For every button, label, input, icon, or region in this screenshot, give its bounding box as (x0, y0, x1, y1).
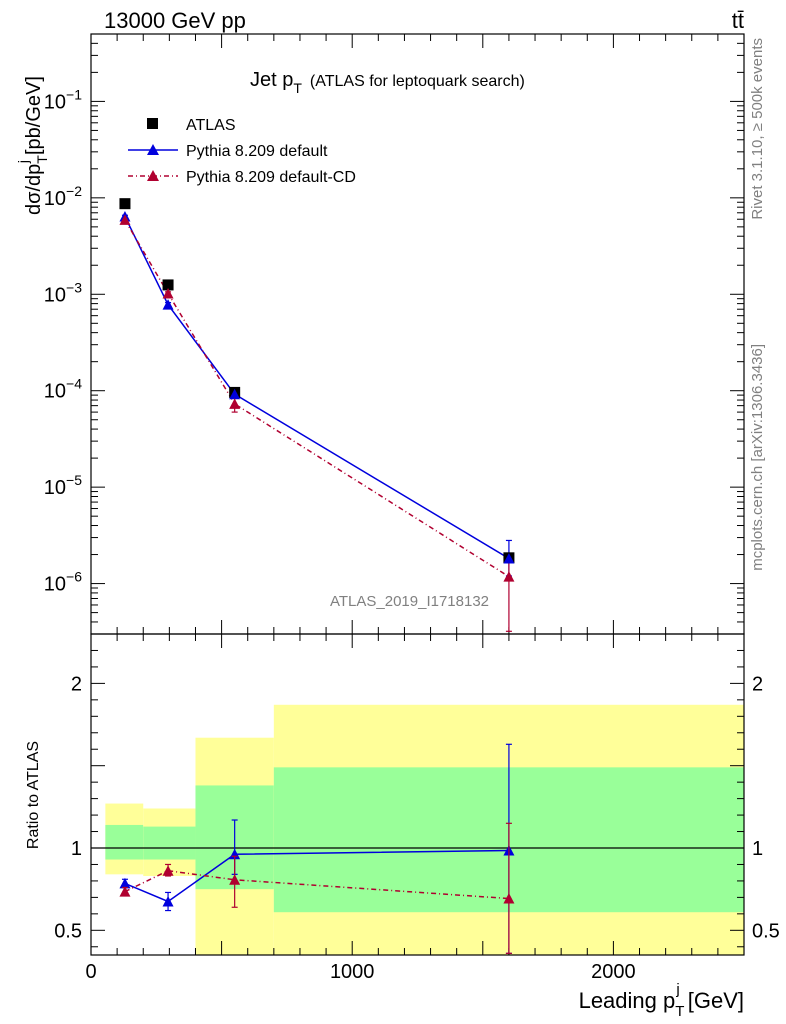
top-point-2-3 (503, 571, 515, 582)
top-ylabel-a: dσ/dp (23, 164, 45, 215)
top-series-line-1 (124, 216, 510, 560)
ratio-ytick-label-left-1: 1 (71, 838, 82, 860)
top-ytick-label-5: 10−1 (44, 86, 82, 113)
top-ylabel-sub: T (34, 155, 50, 164)
top-point-2-1 (162, 287, 174, 299)
top-point-1-3 (503, 552, 515, 564)
top-ylabel: dσ/dpTj [pb/GeV] (15, 76, 50, 215)
mcplots-label: mcplots.cern.ch [arXiv:1306.3436] (749, 344, 766, 571)
header-right: tt̄ (732, 8, 744, 33)
top-atlas-point-0 (119, 198, 131, 210)
ratio-panel: 0 1000 2000 0.5 0.5 1 1 2 2 (54, 633, 780, 983)
legend-default-marker (147, 144, 159, 155)
top-point-1-1 (162, 299, 174, 310)
ratio-ytick-label-right-2: 2 (752, 673, 763, 695)
analysis-watermark: ATLAS_2019_I1718132 (330, 593, 489, 610)
legend-atlas-label: ATLAS (186, 117, 236, 134)
header-left: 13000 GeV pp (104, 8, 246, 33)
xtick-label-1000: 1000 (330, 961, 375, 983)
ratio-point-1-1 (162, 896, 174, 907)
xlabel-b: [GeV] (688, 988, 744, 1013)
top-ylabel-sup: j (15, 160, 31, 164)
top-point-2-2 (229, 398, 241, 409)
rivet-label: Rivet 3.1.10, ≥ 500k events (749, 38, 766, 220)
xtick-label-0: 0 (85, 961, 96, 983)
top-point-1-2 (229, 388, 241, 400)
ratio-ytick-label-left-2: 2 (71, 673, 82, 695)
ratio-band-green-1 (143, 826, 196, 860)
legend: ATLAS Pythia 8.209 default Pythia 8.209 … (128, 117, 356, 186)
top-ytick-label-4: 10−2 (44, 183, 82, 210)
top-ytick-label-0: 10−6 (44, 569, 82, 596)
ratio-ytick-label-right-1: 1 (752, 838, 763, 860)
ratio-series-line-2 (124, 869, 509, 900)
plot-title-rest: (ATLAS for leptoquark search) (310, 73, 525, 90)
ratio-series-line-1 (124, 849, 509, 903)
top-series-line-2 (124, 219, 510, 578)
ratio-point-2-1 (162, 865, 174, 876)
ratio-frame (90, 633, 745, 956)
legend-atlas-marker (147, 118, 158, 129)
ratio-point-1-0 (119, 877, 131, 889)
top-point-2-0 (119, 214, 131, 225)
ratio-ytick-label-right-0.5: 0.5 (752, 920, 780, 942)
plot-title: Jet pT (ATLAS for leptoquark search) (250, 69, 525, 96)
ratio-ylabel: Ratio to ATLAS (25, 741, 42, 849)
plot-title-main: Jet p (250, 69, 293, 91)
ratio-point-2-3 (503, 893, 515, 904)
top-ytick-label-3: 10−3 (44, 279, 82, 306)
ratio-point-2-2 (229, 874, 241, 885)
xlabel-sub: T (675, 1003, 684, 1020)
top-atlas-point-1 (162, 279, 174, 291)
legend-default-label: Pythia 8.209 default (186, 143, 328, 160)
top-panel: 10−6 10−5 10−4 10−3 10−2 10−1 (44, 33, 745, 635)
top-ylabel-b: [pb/GeV] (23, 76, 45, 155)
ratio-ytick-label-left-0.5: 0.5 (54, 920, 82, 942)
plot-title-sub: T (293, 80, 302, 96)
ratio-band-green-0 (105, 824, 144, 860)
top-ytick-label-1: 10−5 (44, 472, 82, 499)
legend-cd-marker (147, 170, 159, 181)
xlabel: Leading pTj [GeV] (579, 981, 744, 1020)
ratio-point-2-0 (119, 886, 131, 897)
top-ytick-label-2: 10−4 (44, 376, 82, 403)
xtick-label-2000: 2000 (591, 961, 636, 983)
xlabel-sup: j (675, 981, 679, 998)
xlabel-a: Leading p (579, 988, 676, 1013)
legend-cd-label: Pythia 8.209 default-CD (186, 169, 356, 186)
